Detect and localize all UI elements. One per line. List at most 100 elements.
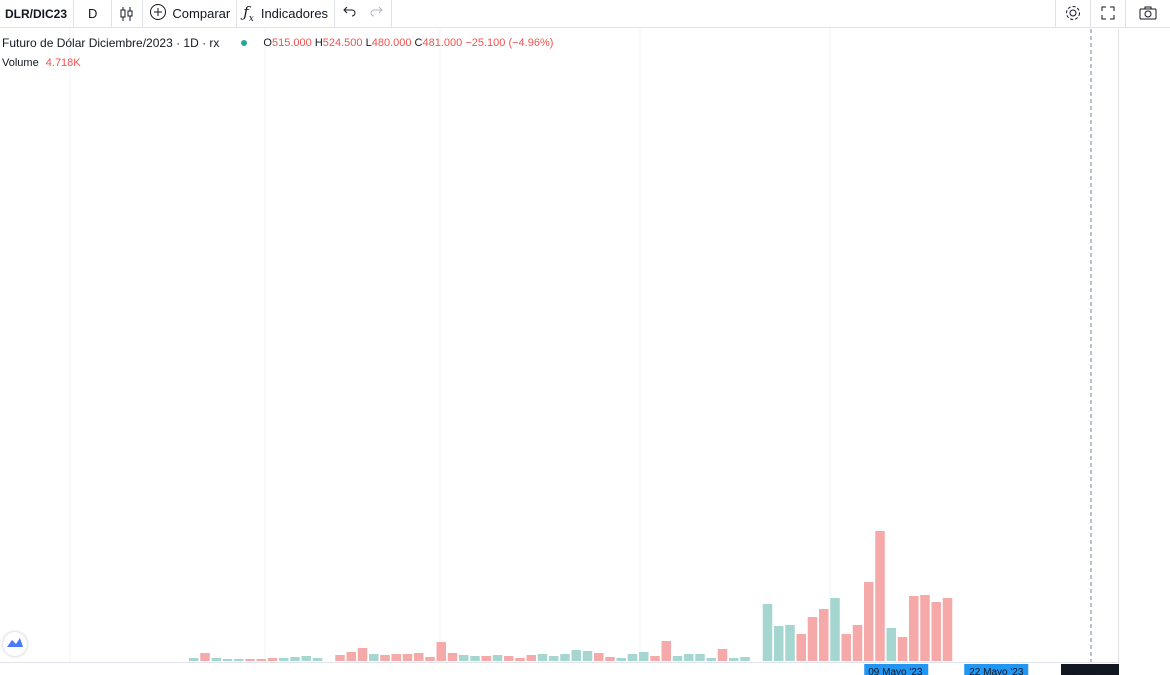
volume-bar [875, 531, 885, 661]
volume-bar [819, 609, 829, 661]
time-end-box [964, 664, 1029, 675]
volume-bar [942, 598, 953, 661]
volume-value: 4.718K [45, 57, 81, 69]
toolbar-divider [236, 0, 238, 28]
volume-bar [841, 634, 851, 661]
volume-bar [616, 658, 626, 661]
volume-bar [796, 634, 806, 661]
low-value: 480.000 [371, 37, 412, 49]
volume-bar [897, 637, 908, 661]
fullscreen-button[interactable] [1091, 0, 1125, 28]
candlestick-icon [118, 5, 136, 23]
toolbar-divider [334, 0, 336, 28]
volume-bar [672, 656, 683, 661]
candle-style-button[interactable] [112, 0, 142, 28]
redo-button[interactable] [363, 0, 391, 28]
volume-bar [830, 598, 840, 661]
volume-bar [549, 656, 559, 661]
toolbar-divider [1055, 0, 1056, 28]
compare-button[interactable]: Comparar [143, 0, 236, 28]
volume-bar [717, 649, 728, 661]
volume-bar [335, 655, 345, 661]
volume-bar [886, 628, 896, 661]
toolbar-divider [73, 0, 75, 28]
volume-legend: Volume 4.718K [2, 57, 81, 69]
toolbar-divider [391, 0, 393, 28]
volume-bar [650, 656, 660, 661]
crosshair-time-box [1061, 664, 1119, 675]
volume-bar [909, 596, 919, 661]
close-value: 481.000 [422, 37, 463, 49]
volume-bar [447, 653, 458, 661]
redo-icon [369, 4, 385, 23]
compare-label: Comparar [172, 6, 231, 21]
volume-bar [312, 658, 323, 661]
volume-bar [605, 657, 615, 661]
volume-bar [346, 652, 356, 661]
series-title[interactable]: Futuro de Dólar Diciembre/2023 · 1D · rx [2, 36, 220, 50]
volume-bar [425, 657, 435, 661]
volume-bar [189, 658, 199, 661]
price-chart[interactable]: 340.000360.000380.000400.000420.000440.0… [0, 29, 1170, 675]
settings-button[interactable] [1056, 0, 1090, 28]
volume-bar [414, 653, 424, 661]
close-label: C [414, 37, 423, 49]
time-start-box [864, 664, 929, 675]
volume-bar [639, 652, 649, 661]
price-axis[interactable] [1118, 29, 1170, 675]
time-start-label: 09 Mayo '23 [868, 667, 923, 675]
toolbar-divider [1125, 0, 1126, 28]
interval-button[interactable]: D [88, 6, 98, 21]
volume-bar [402, 654, 413, 661]
volume-bar [301, 656, 311, 661]
volume-bar [740, 657, 750, 661]
series-legend: Futuro de Dólar Diciembre/2023 · 1D · rx… [2, 36, 553, 50]
open-value: 515.000 [271, 37, 312, 49]
change-value: −25.100 (−4.96%) [465, 37, 554, 49]
volume-bar [695, 654, 705, 661]
volume-label[interactable]: Volume [2, 57, 39, 69]
volume-bar [470, 656, 480, 661]
volume-bar [492, 655, 503, 661]
volume-bar [774, 626, 784, 661]
indicators-label: Indicadores [260, 6, 329, 21]
ohlc-values: O515.000 H524.500 L480.000 C481.000 −25.… [263, 37, 553, 49]
volume-bar [459, 655, 469, 661]
volume-bar [290, 657, 300, 661]
volume-bar [234, 659, 244, 661]
volume-bar [380, 655, 390, 661]
volume-bar [864, 582, 874, 661]
volume-bar [211, 658, 221, 661]
volume-bar [279, 658, 289, 661]
function-icon: ƒx [243, 3, 254, 24]
undo-button[interactable] [335, 0, 363, 28]
symbol-search-button[interactable]: DLR/DIC23 [5, 6, 68, 21]
volume-bar [931, 602, 941, 661]
volume-bar [706, 658, 716, 661]
volume-bar [256, 659, 266, 661]
top-toolbar: DLR/DIC23 D Comparar ƒx Indicadores [0, 0, 1170, 28]
volume-bar [785, 625, 795, 661]
toolbar-divider [142, 0, 144, 28]
open-label: O [263, 37, 272, 49]
screenshot-button[interactable] [1126, 0, 1170, 28]
camera-icon [1138, 4, 1158, 25]
high-label: H [314, 37, 323, 49]
volume-bar [504, 656, 514, 661]
volume-bar [537, 654, 548, 661]
volume-bar [571, 650, 581, 661]
volume-bar [481, 656, 491, 661]
tradingview-logo[interactable] [3, 632, 27, 656]
volume-bar [762, 604, 773, 661]
volume-bar [515, 658, 525, 661]
volume-bar [594, 653, 604, 661]
volume-bar [627, 654, 638, 661]
crosshair-time-label: 01 Jun '23 [1066, 667, 1112, 675]
low-label: L [365, 37, 372, 49]
volume-bar [245, 659, 255, 661]
volume-bar [200, 653, 210, 661]
fullscreen-icon [1099, 4, 1117, 25]
gear-icon [1064, 4, 1082, 25]
indicators-button[interactable]: ƒx Indicadores [237, 0, 334, 28]
volume-bar [729, 658, 739, 661]
